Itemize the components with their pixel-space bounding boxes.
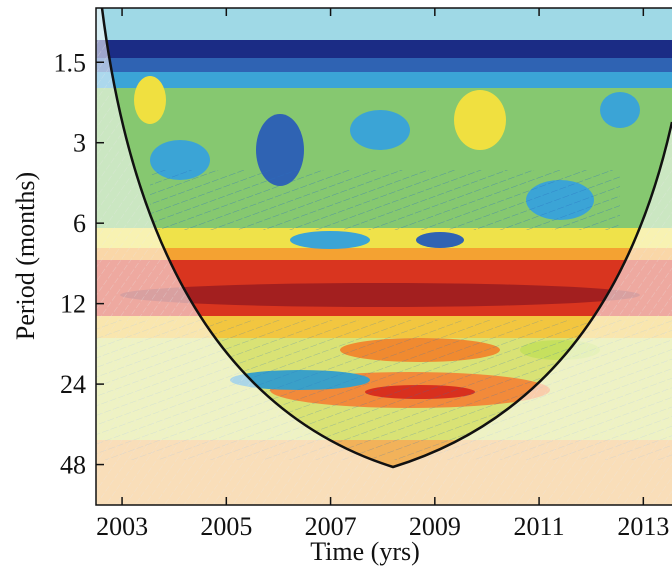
x-tick-label: 2013 xyxy=(617,512,669,541)
x-axis-label: Time (yrs) xyxy=(310,537,420,566)
axes-box xyxy=(95,7,672,506)
y-tick-label: 6 xyxy=(73,209,86,238)
y-tick-label: 3 xyxy=(73,129,86,158)
x-tick-label: 2003 xyxy=(96,512,148,541)
coherence-field xyxy=(96,8,672,505)
x-tick-label: 2005 xyxy=(200,512,252,541)
y-tick-label: 24 xyxy=(60,370,86,399)
x-tick-label: 2009 xyxy=(409,512,461,541)
y-tick-label: 1.5 xyxy=(54,48,87,77)
y-tick-label: 12 xyxy=(60,290,86,319)
cone-of-influence xyxy=(100,8,672,469)
y-axis-label: Period (months) xyxy=(11,172,40,340)
x-tick-label: 2011 xyxy=(514,512,565,541)
x-tick-label: 2007 xyxy=(305,512,357,541)
y-tick-label: 48 xyxy=(60,451,86,480)
